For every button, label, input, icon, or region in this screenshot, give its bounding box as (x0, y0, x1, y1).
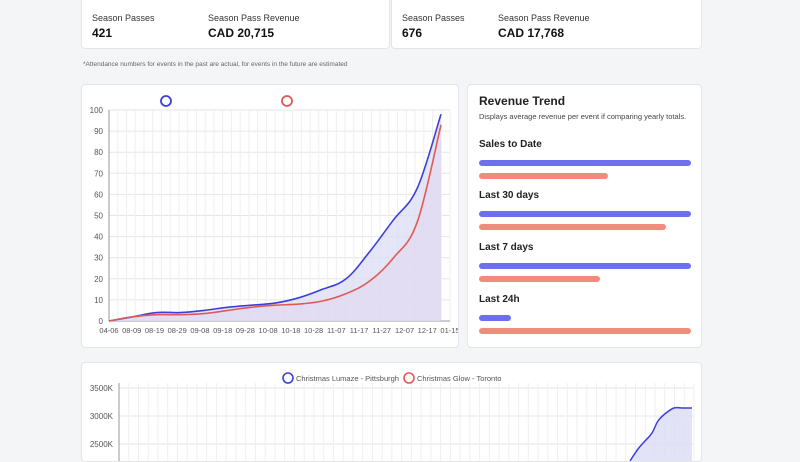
series-area-blue (630, 407, 692, 461)
trend-bar-last-7-days-red (479, 276, 600, 282)
x-tick-label: 12-07 (395, 326, 414, 335)
trend-bar-last-7-days-blue (479, 263, 691, 269)
y-tick-label: 70 (94, 169, 103, 178)
y-tick-label: 3500K (90, 384, 114, 393)
x-tick-label: 10-18 (281, 326, 300, 335)
trend-label-last-7-days: Last 7 days (479, 242, 534, 253)
season-pass-revenue-label: Season Pass Revenue (208, 13, 300, 23)
attendance-chart: 0 10 20 30 40 50 60 70 80 90 100 04-06 08-09 08-19 08-… (90, 95, 458, 335)
series-line-blue (629, 406, 692, 461)
trend-label-sales-to-date: Sales to Date (479, 139, 542, 150)
legend-marker-blue[interactable] (282, 372, 294, 384)
season-passes-value: 421 (92, 26, 113, 40)
trend-bar-last-30-days-blue (479, 211, 691, 217)
x-tick-label: 09-08 (190, 326, 209, 335)
attendance-chart-card: 0 10 20 30 40 50 60 70 80 90 100 04-06 08-09 08-19 08-… (81, 84, 459, 348)
x-tick-label: 01-15 (440, 326, 458, 335)
trend-bar-last-30-days-red (479, 224, 666, 230)
legend-marker-red[interactable] (403, 372, 415, 384)
revenue-trend-title: Revenue Trend (479, 94, 566, 108)
y-tick-label: 20 (94, 275, 103, 284)
x-tick-label: 09-18 (213, 326, 232, 335)
stat-card-left: Season Passes 421 Season Pass Revenue CA… (81, 0, 390, 49)
trend-bar-last-24h-red (479, 328, 691, 334)
y-tick-label: 90 (94, 127, 103, 136)
y-tick-label: 10 (94, 296, 103, 305)
trend-label-last-30-days: Last 30 days (479, 190, 540, 201)
x-tick-label: 08-19 (145, 326, 164, 335)
comparison-chart-card: 3500K 3000K 2500K Christmas Lumaze - Pittsb… (81, 362, 702, 462)
trend-bar-last-24h-blue (479, 315, 511, 321)
y-tick-label: 100 (90, 106, 104, 115)
comparison-chart: 3500K 3000K 2500K Christmas Lumaze - Pittsb… (90, 372, 695, 461)
x-tick-label: 11-27 (372, 326, 391, 335)
y-tick-label: 50 (94, 212, 103, 221)
season-passes-value: 676 (402, 26, 423, 40)
stat-card-right: Season Passes 676 Season Pass Revenue CA… (391, 0, 702, 49)
y-tick-label: 60 (94, 190, 103, 199)
x-tick-label: 12-17 (418, 326, 437, 335)
x-tick-label: 09-28 (236, 326, 255, 335)
x-tick-label: 10-08 (259, 326, 278, 335)
y-tick-label: 2500K (90, 440, 114, 449)
series-area-blue (109, 114, 441, 321)
trend-label-last-24h: Last 24h (479, 294, 520, 305)
x-tick-label: 10-28 (304, 326, 323, 335)
legend-label-blue[interactable]: Christmas Lumaze - Pittsburgh (296, 374, 399, 383)
revenue-trend-description: Displays average revenue per event if co… (479, 112, 687, 121)
season-passes-label: Season Passes (92, 13, 155, 23)
legend-label-red[interactable]: Christmas Glow - Toronto (417, 374, 501, 383)
y-tick-label: 40 (94, 233, 103, 242)
trend-bar-sales-to-date-blue (479, 160, 691, 166)
legend-marker-red[interactable] (281, 95, 293, 107)
x-tick-label: 11-17 (350, 326, 369, 335)
season-pass-revenue-label: Season Pass Revenue (498, 13, 590, 23)
series-line-red (108, 124, 442, 322)
season-passes-label: Season Passes (402, 13, 465, 23)
x-tick-label: 04-06 (99, 326, 118, 335)
y-tick-label: 0 (99, 317, 104, 326)
y-tick-label: 30 (94, 254, 103, 263)
revenue-trend-card: Revenue Trend Displays average revenue p… (467, 84, 702, 348)
x-tick-label: 08-29 (168, 326, 187, 335)
trend-bar-sales-to-date-red (479, 173, 608, 179)
series-line-blue (108, 113, 442, 322)
y-tick-label: 80 (94, 148, 103, 157)
legend-marker-blue[interactable] (160, 95, 172, 107)
x-tick-label: 11-07 (327, 326, 346, 335)
x-tick-label: 08-09 (122, 326, 141, 335)
season-pass-revenue-value: CAD 20,715 (208, 26, 275, 40)
season-pass-revenue-value: CAD 17,768 (498, 26, 565, 40)
y-tick-label: 3000K (90, 412, 114, 421)
attendance-footnote: *Attendance numbers for events in the pa… (83, 61, 348, 68)
